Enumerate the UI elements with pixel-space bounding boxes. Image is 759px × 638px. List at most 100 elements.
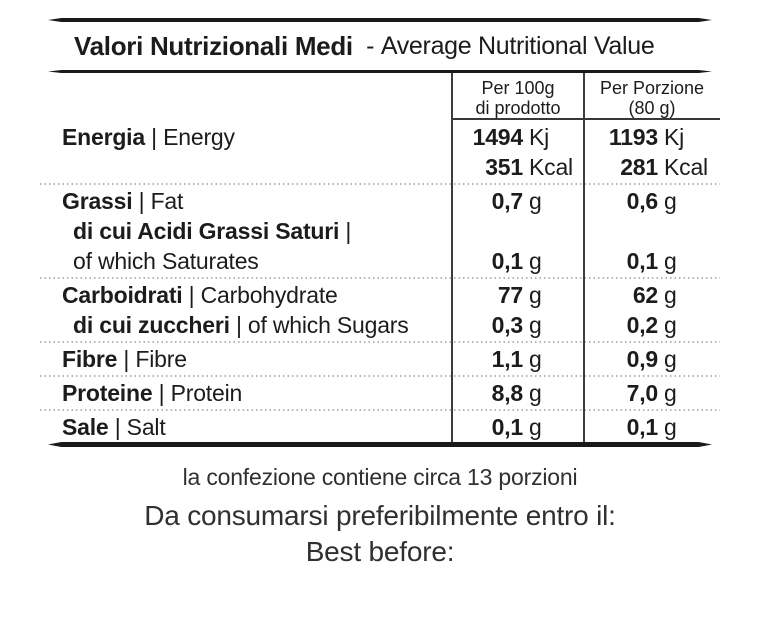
value-per-portion: 0,6 g <box>584 188 720 215</box>
label-separator: | <box>132 187 151 214</box>
label-english: of which Sugars <box>247 311 409 338</box>
title-row: Valori Nutrizionali Medi - Average Nutri… <box>40 22 720 70</box>
value-unit: g <box>664 187 677 214</box>
value-number: 0,9 <box>626 345 659 372</box>
row-fibre: Fibre | Fibre 1,1 g 0,9 g <box>40 344 720 374</box>
row-label: di cui Acidi Grassi Saturi | <box>40 218 452 245</box>
label-english: of which Saturates <box>73 247 259 274</box>
value-unit: g <box>529 379 542 406</box>
dotted-divider <box>40 183 720 185</box>
dotted-divider <box>40 409 720 411</box>
header-spacer <box>40 73 452 120</box>
value-number: 1193 <box>608 123 658 150</box>
label-separator: | <box>182 281 201 308</box>
title-english: Average Nutritional Value <box>380 31 655 60</box>
value-per-100g: 351 Kcal <box>452 154 584 181</box>
value-per-100g: 0,3 g <box>452 312 584 339</box>
value-per-portion: 0,1 g <box>584 248 720 275</box>
value-per-100g: 1,1 g <box>452 346 584 373</box>
column-header-line: di prodotto <box>475 98 561 118</box>
row-label: Fibre | Fibre <box>40 346 452 373</box>
value-per-100g: 0,1 g <box>452 248 584 275</box>
value-unit: g <box>529 247 542 274</box>
label-italian: Sale <box>62 413 109 440</box>
row-carboidrati: Carboidrati | Carbohydrate 77 g 62 g <box>40 280 720 310</box>
label-english: Carbohydrate <box>200 281 338 308</box>
label-english: Fat <box>150 187 184 214</box>
value-unit: g <box>664 247 677 274</box>
row-energia-kj: Energia | Energy 1494 Kj 1193 Kj <box>40 122 720 152</box>
value-number: 7,0 <box>626 379 659 406</box>
value-unit: g <box>664 345 677 372</box>
value-unit: g <box>529 281 542 308</box>
row-saturates-english: of which Saturates 0,1 g 0,1 g <box>40 246 720 276</box>
title-underline-rule <box>48 70 712 73</box>
table-header-row: Per 100g di prodotto Per Porzione (80 g) <box>40 73 720 120</box>
value-unit: Kj <box>664 123 685 150</box>
row-label: Proteine | Protein <box>40 380 452 407</box>
column-divider-1 <box>451 73 453 442</box>
value-number: 0,6 <box>626 187 659 214</box>
value-unit: Kj <box>529 123 550 150</box>
column-header-line: Per Porzione <box>599 78 705 98</box>
value-per-portion: 0,2 g <box>584 312 720 339</box>
nutrition-table: Per 100g di prodotto Per Porzione (80 g)… <box>40 73 720 442</box>
best-before-italian: Da consumarsi preferibilmente entro il: <box>144 500 616 531</box>
label-italian: Carboidrati <box>62 281 183 308</box>
row-saturi-italian: di cui Acidi Grassi Saturi | <box>40 216 720 246</box>
row-label: di cui zuccheri | of which Sugars <box>40 312 452 339</box>
value-per-100g: 1494 Kj <box>452 124 584 151</box>
label-english: Fibre <box>135 345 187 372</box>
value-number: 8,8 <box>491 379 524 406</box>
label-italian: Fibre <box>62 345 118 372</box>
value-number: 1494 <box>472 123 524 150</box>
value-per-100g: 8,8 g <box>452 380 584 407</box>
column-header-per-100g: Per 100g di prodotto <box>452 73 584 120</box>
label-separator: | <box>152 379 171 406</box>
label-english: Energy <box>163 123 235 150</box>
title-italian: Valori Nutrizionali Medi <box>74 30 353 61</box>
label-separator: | <box>117 345 136 372</box>
label-english: Protein <box>170 379 243 406</box>
value-per-portion: 281 Kcal <box>584 154 720 181</box>
row-label: Grassi | Fat <box>40 188 452 215</box>
row-energia-kcal: 351 Kcal 281 Kcal <box>40 152 720 182</box>
dotted-divider <box>40 375 720 377</box>
value-number: 0,2 <box>626 311 659 338</box>
value-per-portion: 7,0 g <box>584 380 720 407</box>
value-unit: g <box>664 413 677 440</box>
label-separator: | <box>108 413 127 440</box>
value-per-portion: 62 g <box>584 282 720 309</box>
dotted-divider <box>40 277 720 279</box>
value-number: 62 <box>632 281 658 308</box>
value-unit: g <box>664 379 677 406</box>
value-unit: g <box>664 281 677 308</box>
dotted-divider <box>40 341 720 343</box>
value-per-portion: 0,9 g <box>584 346 720 373</box>
label-italian: Energia <box>62 123 145 150</box>
row-label: Carboidrati | Carbohydrate <box>40 282 452 309</box>
column-header-per-portion: Per Porzione (80 g) <box>584 73 720 120</box>
row-sale: Sale | Salt 0,1 g 0,1 g <box>40 412 720 442</box>
value-number: 77 <box>497 281 523 308</box>
row-zuccheri: di cui zuccheri | of which Sugars 0,3 g 0… <box>40 310 720 340</box>
label-english: Salt <box>126 413 166 440</box>
value-unit: g <box>529 413 542 440</box>
value-unit: g <box>664 311 677 338</box>
value-number: 0,1 <box>626 247 659 274</box>
value-unit: g <box>529 187 542 214</box>
value-unit: g <box>529 311 542 338</box>
value-unit: Kcal <box>664 153 708 180</box>
value-per-portion: 0,1 g <box>584 414 720 441</box>
row-proteine: Proteine | Protein 8,8 g 7,0 g <box>40 378 720 408</box>
label-italian: Grassi <box>62 187 133 214</box>
label-footer: la confezione contiene circa 13 porzioni… <box>40 464 720 568</box>
value-per-portion: 1193 Kj <box>584 124 720 151</box>
value-number: 0,1 <box>491 413 524 440</box>
column-header-line: Per 100g <box>481 78 555 98</box>
value-unit: Kcal <box>529 153 573 180</box>
row-label: Sale | Salt <box>40 414 452 441</box>
row-grassi: Grassi | Fat 0,7 g 0,6 g <box>40 186 720 216</box>
bottom-rule <box>48 442 712 447</box>
label-italian: di cui Acidi Grassi Saturi <box>73 217 340 244</box>
